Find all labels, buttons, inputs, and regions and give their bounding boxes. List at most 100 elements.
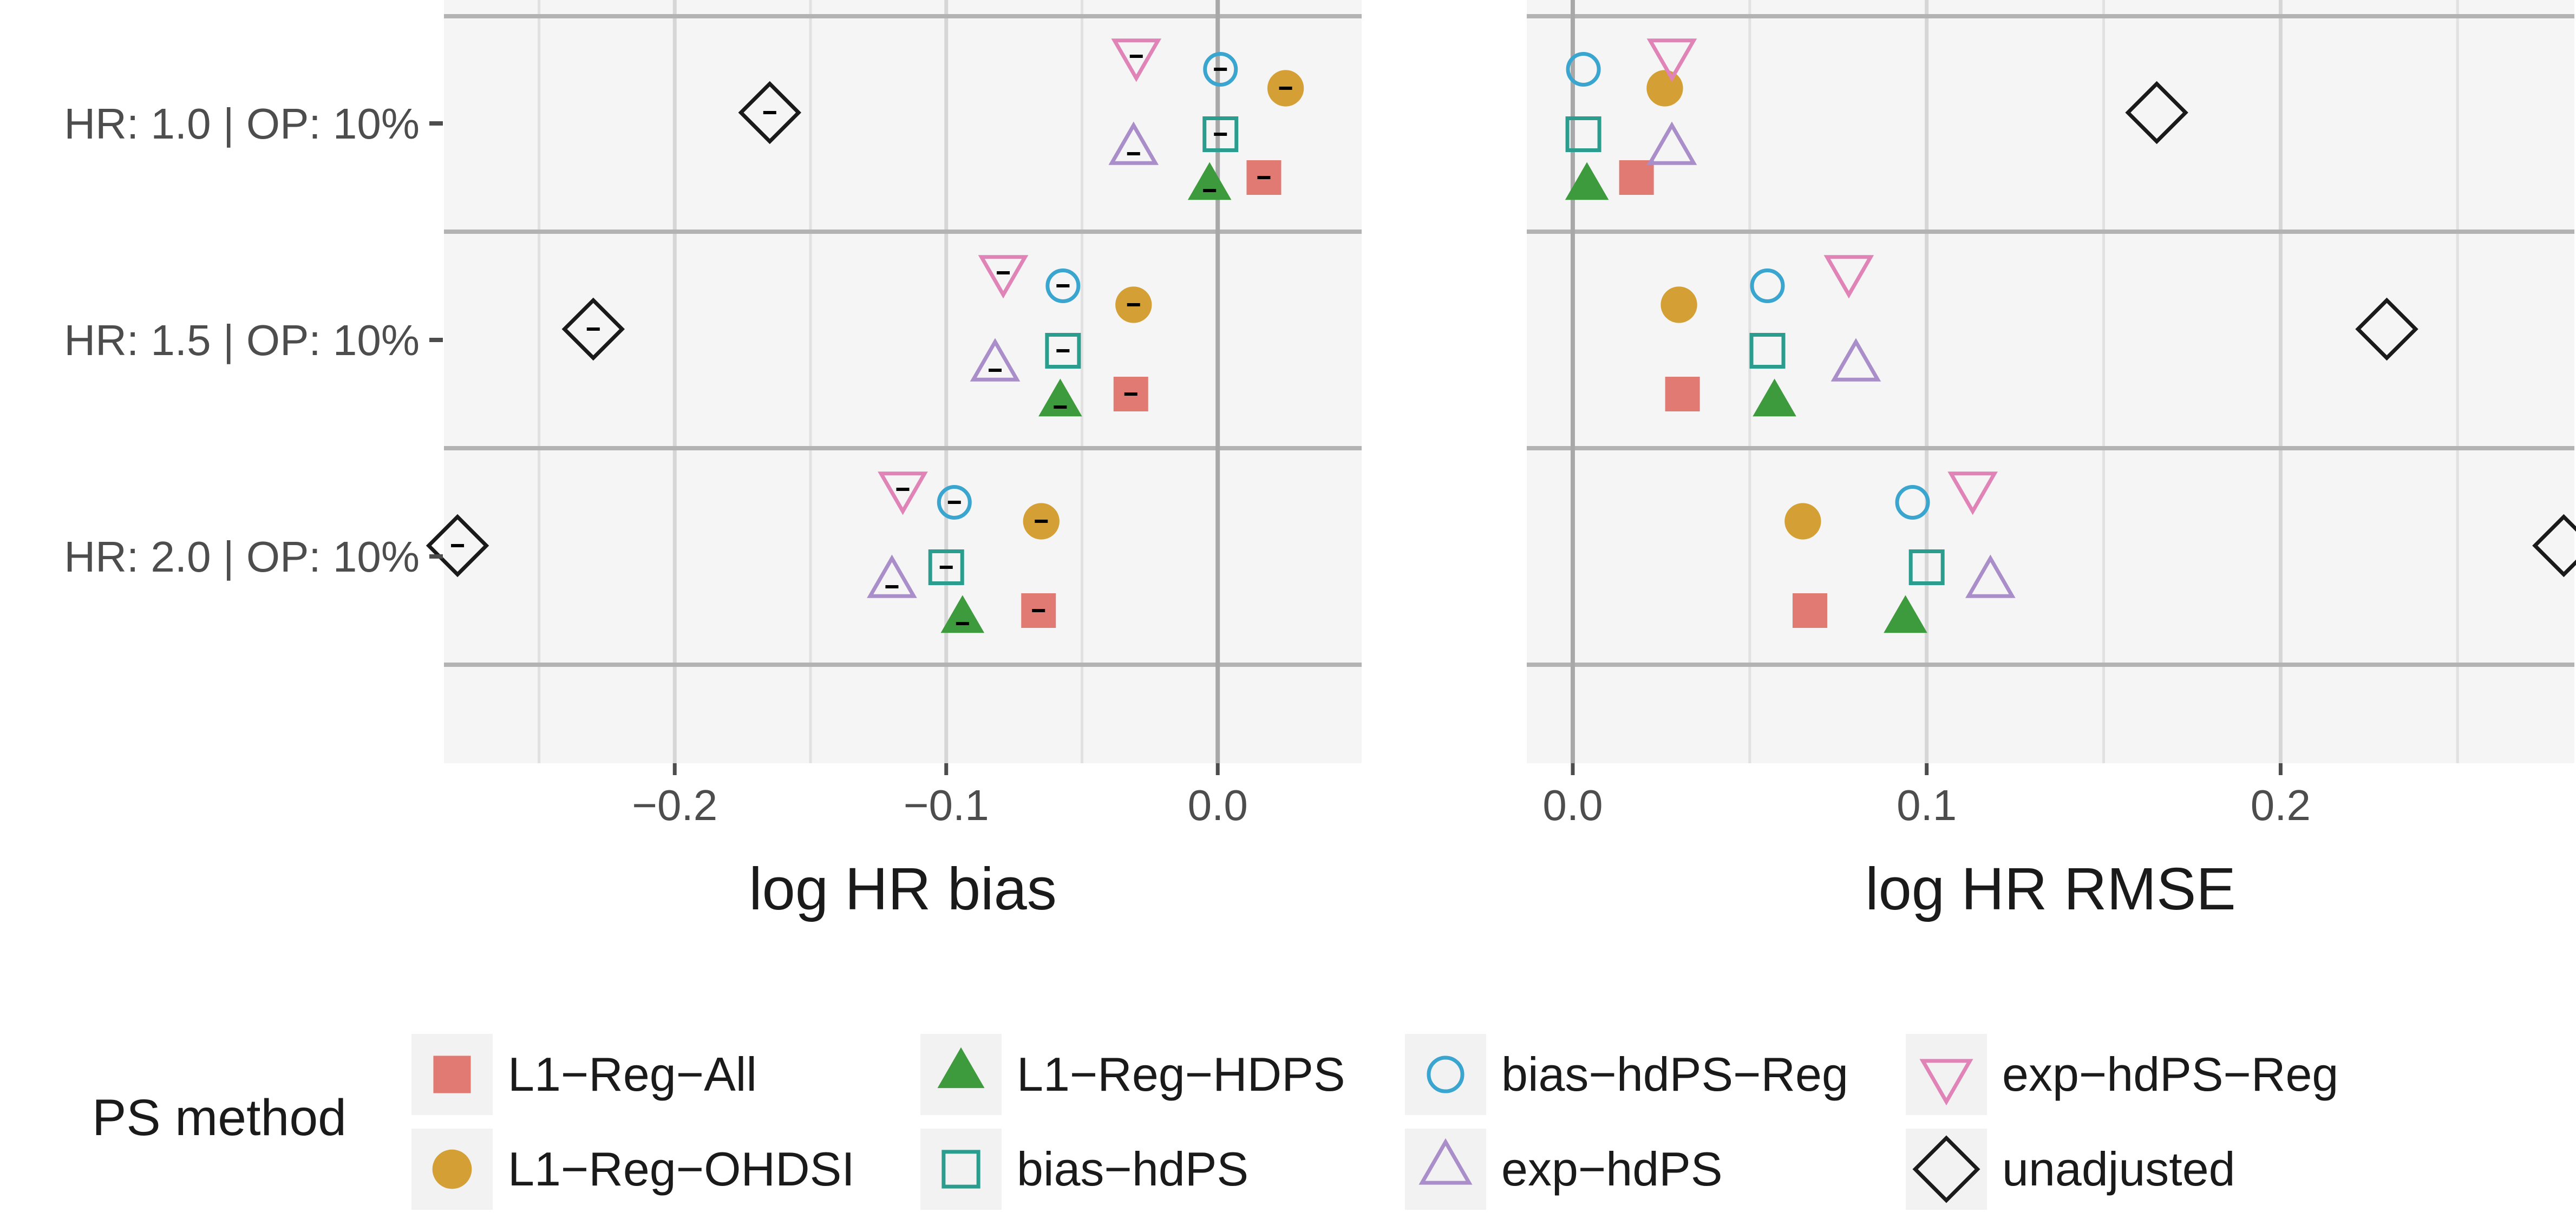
x-tick-label: 0.2: [2251, 781, 2311, 829]
legend-marker: [942, 1150, 980, 1189]
data-point: [1565, 116, 1601, 152]
data-point: [937, 485, 972, 520]
legend-symbol: [1418, 1138, 1473, 1185]
data-point: [1565, 162, 1609, 200]
legend-key: [1405, 1034, 1486, 1115]
x-tick-label: 0.1: [1897, 781, 1957, 829]
data-point: [1753, 378, 1796, 417]
legend-item: exp−hdPS: [1405, 1129, 1723, 1210]
data-point: [970, 338, 1021, 382]
data-point: [1749, 333, 1786, 369]
data-point: [738, 81, 802, 145]
data-point: [2532, 514, 2576, 578]
legend-label: bias−hdPS: [1017, 1142, 1249, 1196]
x-tick-label: −0.1: [904, 781, 989, 829]
legend-label: exp−hdPS−Reg: [2002, 1047, 2339, 1101]
x-tick-label: 0.0: [1542, 781, 1603, 829]
legend-key: [1405, 1129, 1486, 1210]
legend-symbol: [937, 1047, 985, 1089]
legend-key: [920, 1129, 1002, 1210]
data-point: [928, 549, 964, 585]
data-point: [1038, 378, 1082, 417]
legend-symbol: [942, 1150, 980, 1189]
legend-item: L1−Reg−All: [411, 1034, 757, 1115]
legend-label: bias−hdPS−Reg: [1501, 1047, 1848, 1101]
x-axis-title: log HR RMSE: [1865, 856, 2236, 922]
data-point: [2355, 297, 2418, 361]
legend-marker: [1919, 1059, 1973, 1106]
legend-key: [1906, 1034, 1987, 1115]
panel-log-hr-rmse: 0.0 0.1 0.2 log HR RMSE: [1527, 0, 2576, 922]
x-axis-title: log HR bias: [749, 856, 1057, 922]
data-point: [1045, 333, 1081, 369]
row-label: HR: 1.0 | OP: 10%: [64, 100, 420, 148]
row-labels: HR: 1.0 | OP: 10% HR: 1.5 | OP: 10% HR: 2.…: [64, 100, 443, 581]
legend-label: exp−hdPS: [1501, 1142, 1723, 1196]
panel-background: [1527, 0, 2574, 763]
data-point: [1202, 116, 1239, 152]
legend-item: L1−Reg−HDPS: [920, 1034, 1345, 1115]
legend-key: [920, 1034, 1002, 1115]
data-point: [1750, 268, 1785, 303]
legend-marker: [1427, 1056, 1464, 1093]
data-point: [1884, 595, 1927, 633]
legend-symbol: [1919, 1059, 1973, 1106]
x-tick-label: 0.0: [1188, 781, 1248, 829]
data-point: [1947, 471, 1998, 515]
legend-symbol: [432, 1149, 472, 1189]
legend-label: unadjusted: [2002, 1142, 2235, 1196]
legend-label: L1−Reg−HDPS: [1017, 1047, 1345, 1101]
row-label: HR: 2.0 | OP: 10%: [64, 533, 420, 581]
data-point: [1965, 554, 2016, 598]
legend-key: [411, 1034, 493, 1115]
legend-marker: [1912, 1135, 1980, 1203]
data-point: [1646, 38, 1697, 82]
legend-item: L1−Reg−OHDSI: [411, 1129, 855, 1210]
legend-marker: [1418, 1138, 1473, 1185]
legend-marker: [432, 1149, 472, 1189]
data-point: [1646, 70, 1683, 107]
legend-item: exp−hdPS−Reg: [1906, 1034, 2338, 1115]
legend-key: [411, 1129, 493, 1210]
legend-symbol: [1427, 1056, 1464, 1093]
data-point: [1784, 503, 1821, 540]
data-point: [1792, 593, 1827, 628]
data-point: [1665, 377, 1700, 411]
legend-label: L1−Reg−OHDSI: [508, 1142, 855, 1196]
data-point: [978, 255, 1029, 299]
data-point: [1619, 160, 1654, 195]
data-point: [426, 514, 489, 578]
row-label: HR: 1.5 | OP: 10%: [64, 316, 420, 364]
data-point: [878, 471, 928, 515]
data-point: [867, 554, 917, 598]
data-point: [1830, 338, 1881, 382]
data-point: [940, 595, 985, 633]
legend: PS method L1−Reg−All L1−Reg−OHDSI L1−Reg−H…: [0, 980, 2576, 1219]
legend-item: bias−hdPS−Reg: [1405, 1034, 1848, 1115]
legend-marker: [937, 1047, 985, 1089]
data-point: [561, 297, 625, 361]
data-point: [1908, 549, 1945, 585]
data-point: [1203, 52, 1238, 87]
panel-background: [444, 0, 1362, 763]
legend-symbol: [433, 1056, 471, 1093]
data-point: [1045, 268, 1081, 303]
data-point: [1823, 255, 1874, 299]
x-tick-label: −0.2: [632, 781, 717, 829]
legend-label: L1−Reg−All: [508, 1047, 757, 1101]
legend-item: unadjusted: [1906, 1129, 2235, 1210]
legend-item: bias−hdPS: [920, 1129, 1248, 1210]
data-point: [1566, 52, 1601, 87]
data-point: [1895, 485, 1930, 520]
panel-log-hr-bias: −0.2 −0.1 0.0 log HR bias: [426, 0, 1362, 922]
legend-title: PS method: [92, 1089, 346, 1146]
legend-key: [1906, 1129, 1987, 1210]
data-point: [2125, 81, 2188, 145]
data-point: [1111, 38, 1162, 82]
data-point: [1646, 121, 1697, 165]
legend-symbol: [1912, 1135, 1980, 1203]
data-point: [1660, 286, 1697, 323]
legend-marker: [433, 1056, 471, 1093]
data-point: [1187, 162, 1232, 200]
